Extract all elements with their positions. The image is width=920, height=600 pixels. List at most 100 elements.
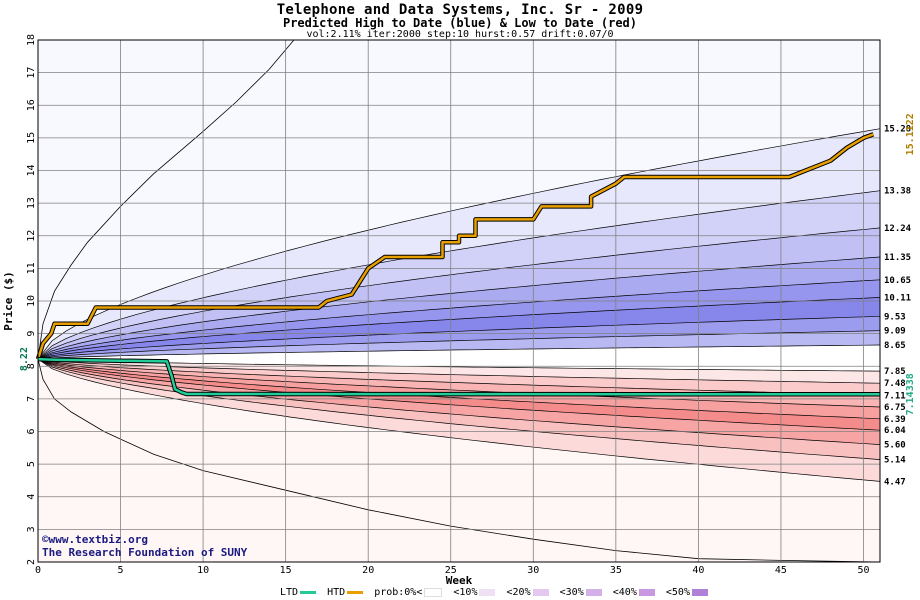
x-tick-label: 0 [35, 565, 41, 576]
quantile-label: 7.48 [884, 379, 906, 389]
quantile-label: 10.65 [884, 276, 911, 286]
htd-swatch [347, 590, 364, 594]
quantile-label: 5.14 [884, 456, 906, 466]
quantile-label: 6.75 [884, 403, 906, 413]
x-tick-label: 40 [692, 565, 704, 576]
y-tick-label: 5 [26, 461, 37, 467]
axes [37, 39, 881, 563]
axis-labels: 15.28 13.38 12.24 11.35 10.65 10.11 9.53 9.09 8.… [2, 34, 916, 587]
x-tick-label: 15 [280, 565, 292, 576]
y-tick-label: 14 [26, 164, 37, 176]
quantile-label: 15.28 [884, 125, 911, 135]
prob-40-swatch [638, 588, 655, 596]
quantile-line [37, 358, 881, 431]
credit-organization: The Research Foundation of SUNY [42, 546, 248, 559]
y-tick-label: 4 [26, 494, 37, 500]
x-tick-label: 30 [527, 565, 539, 576]
y-tick-label: 6 [26, 428, 37, 434]
y-tick-label: 13 [26, 197, 37, 209]
quantile-line [37, 358, 881, 420]
band-lower-6 [38, 359, 880, 460]
band-upper-3 [38, 257, 880, 360]
quantile-line [37, 190, 881, 360]
y-tick-label: 12 [26, 230, 37, 242]
legend-prob-50: <50% [666, 587, 710, 598]
quantile-line [37, 227, 881, 360]
x-tick-label: 35 [610, 565, 622, 576]
ltd-end-label: 7.14338 [905, 373, 916, 415]
quantile-label: 5.60 [884, 441, 906, 451]
quantile-label: 7.11 [884, 391, 906, 401]
ltd-swatch [300, 590, 317, 594]
band-upper-outer [38, 40, 880, 360]
legend-ltd: LTD [280, 587, 318, 598]
band-middle [38, 345, 880, 372]
x-tick-label: 25 [445, 565, 457, 576]
quantile-label: 9.09 [884, 327, 906, 337]
y-tick-label: 16 [26, 99, 37, 111]
band-upper-1 [38, 190, 880, 360]
credit-website: ©www.textbiz.org [42, 533, 148, 546]
quantile-label: 4.47 [884, 477, 906, 487]
ltd-line [37, 357, 881, 396]
y-tick-label: 10 [26, 295, 37, 307]
htd-end-label: 15.1122 [905, 113, 916, 155]
quantile-label: 10.11 [884, 293, 911, 303]
y-tick-label: 11 [26, 262, 37, 274]
prob-50-swatch [691, 588, 708, 596]
legend-prob-20: <20% [507, 587, 551, 598]
quantile-line [37, 344, 881, 360]
y-tick-label: 8 [26, 363, 37, 369]
band-lower-4 [38, 359, 880, 431]
quantile-label: 12.24 [884, 224, 912, 234]
band-lower-5 [38, 359, 880, 445]
x-tick-label: 20 [362, 565, 374, 576]
prob-30-swatch [585, 588, 602, 596]
legend-htd: HTD [327, 587, 365, 598]
grid-lines [37, 39, 880, 563]
band-upper-2 [38, 227, 880, 360]
quantile-label: 8.65 [884, 341, 906, 351]
quantile-line [37, 358, 881, 445]
y-axis-title: Price ($) [2, 271, 15, 331]
band-upper-5 [38, 297, 880, 360]
htd-line [36, 133, 874, 360]
x-tick-label: 50 [857, 565, 869, 576]
y-tick-label: 3 [26, 526, 37, 532]
legend-prob-30: <30% [560, 587, 604, 598]
y-tick-label: 7 [26, 396, 37, 402]
chart-title: Telephone and Data Systems, Inc. Sr - 20… [276, 2, 644, 18]
band-upper-7 [38, 330, 880, 360]
band-lower-0 [38, 359, 880, 384]
quantile-line [37, 358, 881, 384]
legend-prob-10: <10% [453, 587, 497, 598]
legend-prob-40: <40% [613, 587, 657, 598]
chart-subtitle: Predicted High to Date (blue) & Low to D… [282, 16, 637, 30]
quantile-label: 6.04 [884, 426, 906, 436]
y-tick-label: 2 [26, 559, 37, 565]
quantile-label: 13.38 [884, 187, 911, 197]
y-tick-label: 17 [26, 67, 37, 79]
band-lower-1 [38, 359, 880, 396]
band-upper-4 [38, 279, 880, 360]
y-tick-label: 18 [26, 34, 37, 46]
x-tick-label: 5 [118, 565, 124, 576]
x-tick-label: 10 [197, 565, 209, 576]
x-axis-title: Week [446, 574, 473, 587]
series-lines [35, 132, 881, 397]
legend-prob-0: prob:0%< [374, 587, 444, 598]
quantile-line [37, 315, 881, 360]
band-lower-outer [38, 359, 880, 562]
prob-0-swatch [424, 587, 443, 597]
chart-legend: LTD HTD prob:0%< <10% <20% <30% <40% <50… [280, 587, 713, 598]
quantile-line [37, 297, 881, 360]
quantile-line [37, 279, 881, 360]
band-lower-7 [38, 359, 880, 482]
band-lower-3 [38, 359, 880, 419]
quantile-line [37, 128, 881, 360]
x-tick-label: 45 [775, 565, 787, 576]
quantile-label: 11.35 [884, 253, 911, 263]
quantile-line [37, 358, 881, 372]
chart-parameters: vol:2.11% iter:2000 step:10 hurst:0.57 d… [306, 29, 614, 40]
